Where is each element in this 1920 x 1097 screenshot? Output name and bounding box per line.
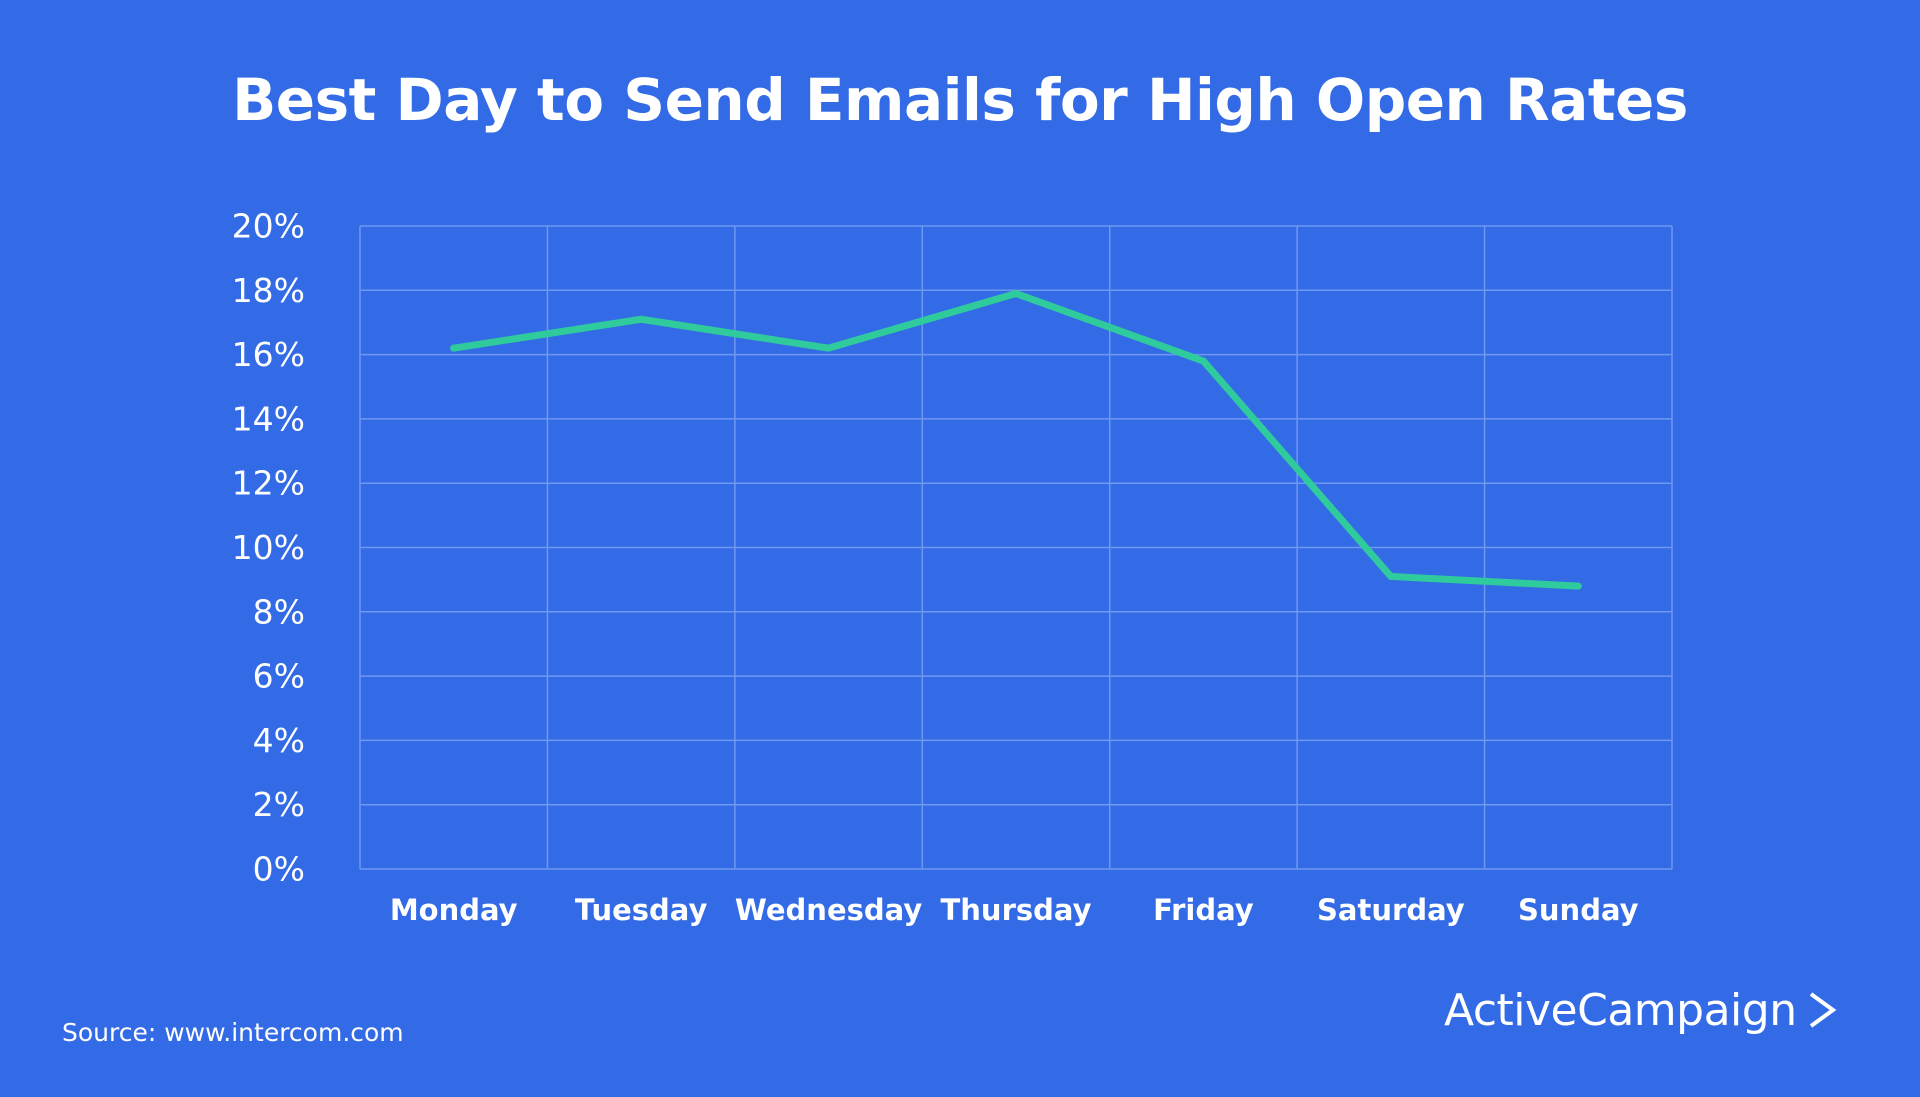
data-point [637, 315, 645, 323]
x-tick-label: Saturday [1317, 893, 1465, 927]
x-tick-label: Tuesday [575, 893, 708, 927]
brand-name: ActiveCampaign [1444, 984, 1797, 1036]
x-tick-label: Wednesday [735, 893, 922, 927]
y-tick-label: 18% [232, 271, 305, 310]
y-tick-label: 10% [232, 528, 305, 567]
source-text: Source: www.intercom.com [62, 1018, 404, 1047]
y-tick-label: 8% [253, 592, 305, 631]
x-tick-label: Friday [1153, 893, 1254, 927]
y-tick-label: 6% [253, 657, 305, 696]
y-tick-label: 0% [253, 850, 305, 889]
x-tick-label: Thursday [941, 893, 1092, 927]
y-tick-label: 14% [232, 399, 305, 438]
y-tick-label: 20% [232, 207, 305, 246]
y-tick-label: 16% [232, 335, 305, 374]
data-point [1012, 290, 1020, 298]
data-point [1199, 357, 1207, 365]
data-point [450, 344, 458, 352]
data-point [825, 344, 833, 352]
x-tick-label: Sunday [1518, 893, 1639, 927]
data-point [1387, 572, 1395, 580]
y-tick-label: 12% [232, 464, 305, 503]
x-tick-label: Monday [390, 893, 518, 927]
chevron-right-icon [1809, 992, 1836, 1028]
data-point [1574, 582, 1582, 590]
y-tick-label: 4% [253, 721, 305, 760]
chart-title: Best Day to Send Emails for High Open Ra… [232, 66, 1688, 134]
brand-logo: ActiveCampaign [1444, 980, 1837, 1040]
y-tick-label: 2% [253, 785, 305, 824]
series-line [450, 290, 1582, 590]
